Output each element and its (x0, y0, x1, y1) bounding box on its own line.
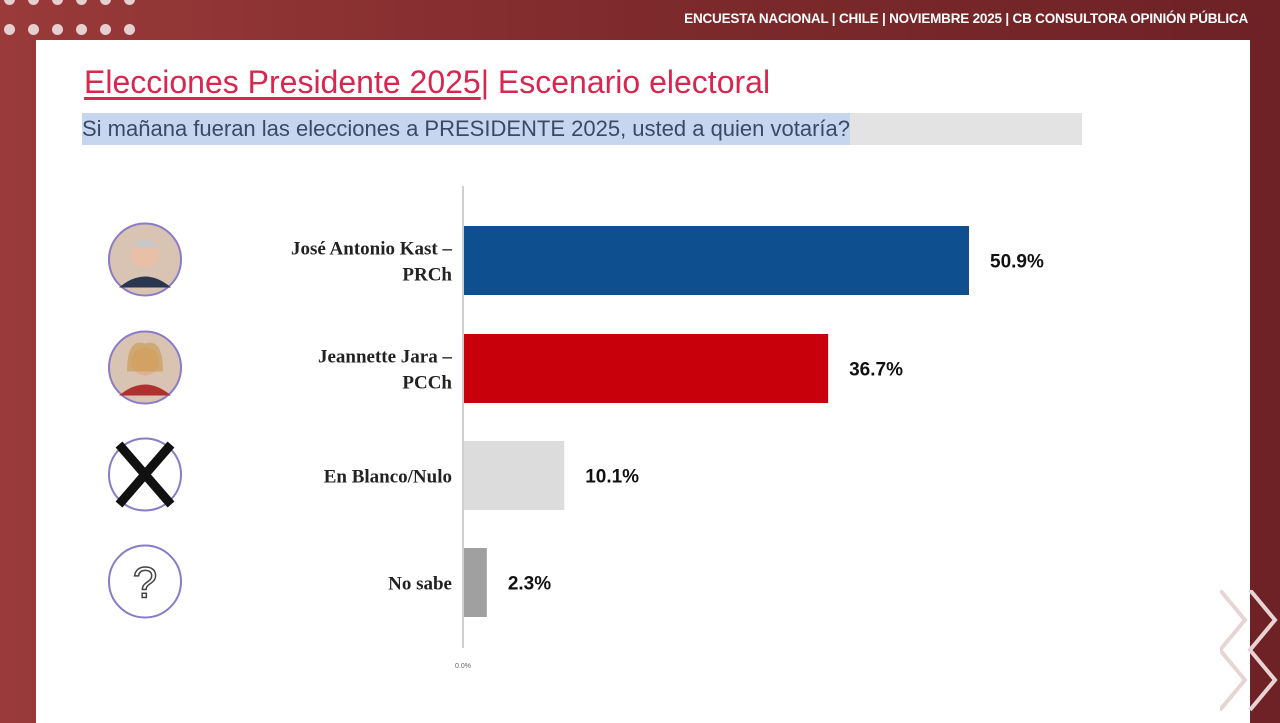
hair-shape (127, 342, 163, 372)
title-main: Elecciones Presidente 2025 (84, 64, 481, 100)
x-tick-label: 0.0% (455, 663, 471, 670)
data-label: 10.1% (585, 467, 639, 488)
shoulders-shape (119, 384, 171, 396)
category-label: PRCh (402, 265, 452, 286)
x-mark (115, 441, 175, 508)
title-rest: | Escenario electoral (480, 64, 771, 100)
bar-0 (464, 226, 969, 295)
data-label: 2.3% (508, 574, 551, 595)
bar-2 (464, 441, 565, 510)
category-label: Jeannette Jara – (318, 347, 453, 368)
question-text: Si mañana fueran las elecciones a PRESID… (82, 113, 851, 145)
hair-shape (131, 239, 159, 248)
question-mark: ? (133, 559, 157, 608)
category-label: En Blanco/Nulo (324, 467, 452, 488)
data-label: 36.7% (849, 360, 903, 381)
bar-1 (464, 334, 829, 403)
decorative-chevrons (1220, 590, 1278, 712)
category-label: PCCh (402, 373, 452, 394)
bar-3 (464, 548, 487, 617)
shoulders-shape (119, 276, 171, 288)
category-label: No sabe (388, 574, 452, 595)
page-title: Elecciones Presidente 2025| Escenario el… (84, 64, 770, 101)
question-mark-icon (108, 544, 182, 619)
category-label: José Antonio Kast – (291, 239, 452, 260)
data-label: 50.9% (990, 252, 1044, 273)
slide-header: ENCUESTA NACIONAL | CHILE | NOVIEMBRE 20… (684, 11, 1248, 26)
